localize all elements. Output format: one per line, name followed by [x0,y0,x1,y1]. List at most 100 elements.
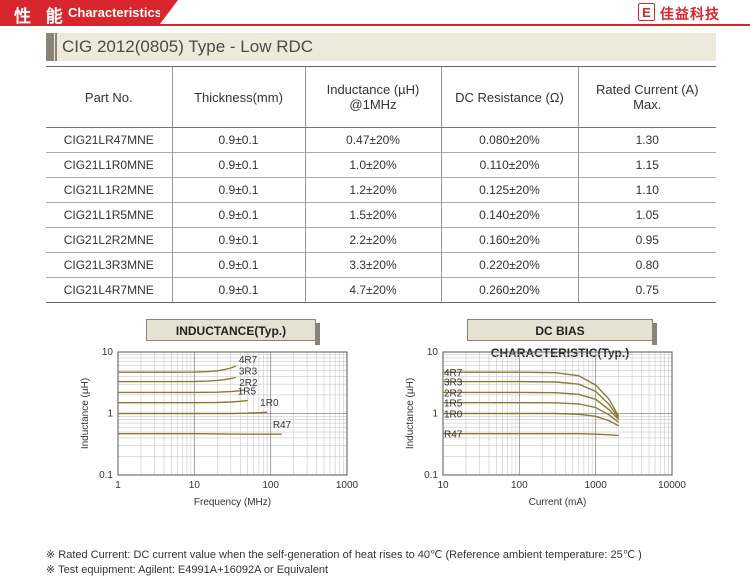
cell-inductance: 1.0±20% [304,152,441,178]
y-tick-label: 0.1 [99,470,113,481]
note-test-equipment: ※ Test equipment: Agilent: E4991A+16092A… [46,564,329,576]
table-row: CIG21L4R7MNE 0.9±0.1 4.7±20% 0.260±20% 0.75 [46,277,716,303]
table-row: CIG21L1R0MNE 0.9±0.1 1.0±20% 0.110±20% 1.15 [46,152,716,178]
series-label-1r5: 1R5 [238,387,257,398]
cell-dc-resistance: 0.080±20% [440,127,578,153]
cell-part-no: CIG21L2R2MNE [46,227,172,253]
cell-inductance: 3.3±20% [304,252,441,278]
series-label-1r5: 1R5 [444,399,463,410]
cell-inductance: 4.7±20% [304,277,441,303]
x-tick-label: 100 [511,480,528,491]
y-tick-label: 1 [432,409,438,420]
section-title-cn: 性 能 [14,7,68,26]
series-label-4r7: 4R7 [444,368,463,379]
dc-bias-chart: 10 100 1000 10000 0.1 1 10 Current (mA) Inductan… [405,347,686,508]
col-header-inductance: Inductance (µH) @1MHz [304,66,441,128]
series-label-1r0: 1R0 [260,398,279,409]
cell-part-no: CIG21L4R7MNE [46,277,172,303]
series-label-3r3: 3R3 [444,378,463,389]
cell-thickness: 0.9±0.1 [171,177,305,203]
grip-bar [46,33,54,61]
cell-dc-resistance: 0.110±20% [440,152,578,178]
cell-part-no: CIG21L1R2MNE [46,177,172,203]
table-row: CIG21LR47MNE 0.9±0.1 0.47±20% 0.080±20% 1.30 [46,127,716,153]
cell-thickness: 0.9±0.1 [171,202,305,228]
table-row: CIG21L1R5MNE 0.9±0.1 1.5±20% 0.140±20% 1.05 [46,202,716,228]
x-tick-label: 1 [115,480,121,491]
series-line-2r2 [443,391,620,420]
table-row: CIG21L3R3MNE 0.9±0.1 3.3±20% 0.220±20% 0.80 [46,252,716,278]
series-label-2r2: 2R2 [444,388,463,399]
col-header-part-no: Part No. [46,66,172,128]
series-line-3r3 [118,376,237,383]
logo-text: 佳益科技 [660,6,720,22]
x-tick-label: 10000 [658,480,686,491]
tab-corner [160,0,178,24]
cell-rated-current: 1.05 [577,202,716,228]
series-label-1r0: 1R0 [444,410,463,421]
cell-thickness: 0.9±0.1 [171,127,305,153]
cell-part-no: CIG21L3R3MNE [46,252,172,278]
y-tick-label: 10 [102,347,114,358]
x-axis-label: Frequency (MHz) [194,497,271,508]
y-tick-label: 0.1 [424,470,438,481]
y-axis-label: Inductance (µH) [405,378,416,449]
cell-inductance: 2.2±20% [304,227,441,253]
inductance-chart-title: INDUCTANCE(Typ.) [146,319,320,345]
logo-icon: E [638,3,655,21]
series-line-r47 [443,432,619,437]
cell-inductance: 1.5±20% [304,202,441,228]
y-tick-label: 10 [427,347,439,358]
x-axis-label: Current (mA) [529,497,587,508]
type-title: CIG 2012(0805) Type - Low RDC [62,37,314,56]
x-tick-label: 10 [189,480,201,491]
series-label-4r7: 4R7 [239,355,258,366]
cell-rated-current: 0.80 [577,252,716,278]
series-line-4r7 [118,365,237,373]
header-rule [0,24,750,26]
section-title-en: Characteristics [68,5,162,20]
dc-bias-chart-title: DC BIAS CHARACTERISTIC(Typ.) [467,319,657,360]
cell-part-no: CIG21LR47MNE [46,127,172,153]
cell-part-no: CIG21L1R0MNE [46,152,172,178]
cell-rated-current: 1.30 [577,127,716,153]
series-line-3r3 [443,380,620,419]
series-line-2r2 [118,389,245,394]
cell-rated-current: 1.10 [577,177,716,203]
table-row: CIG21L2R2MNE 0.9±0.1 2.2±20% 0.160±20% 0.95 [46,227,716,253]
series-line-4r7 [443,371,620,417]
section-tab: 性 能 Characteristics [0,0,162,26]
table-row: CIG21L1R2MNE 0.9±0.1 1.2±20% 0.125±20% 1.10 [46,177,716,203]
series-line-1r5 [443,402,620,423]
col-header-dc-resistance: DC Resistance (Ω) [440,66,578,128]
y-axis-label: Inductance (µH) [80,378,91,449]
spec-table: Part No. Thickness(mm) Inductance (µH) @1… [46,66,716,303]
header-bar: 性 能 Characteristics E 佳益科技 [0,0,750,26]
x-tick-label: 1000 [585,480,608,491]
grip-line [55,33,57,61]
cell-dc-resistance: 0.125±20% [440,177,578,203]
cell-thickness: 0.9±0.1 [171,277,305,303]
cell-dc-resistance: 0.260±20% [440,277,578,303]
y-tick-label: 1 [107,409,113,420]
series-label-r47: R47 [273,420,292,431]
series-line-1r0 [118,411,268,415]
cell-inductance: 0.47±20% [304,127,441,153]
x-tick-label: 1000 [336,480,359,491]
series-label-2r2: 2R2 [239,378,258,389]
note-rated-current: ※ Rated Current: DC current value when t… [46,549,642,561]
x-tick-label: 100 [262,480,279,491]
x-tick-label: 10 [437,480,449,491]
cell-thickness: 0.9±0.1 [171,227,305,253]
cell-dc-resistance: 0.160±20% [440,227,578,253]
col-header-rated-current: Rated Current (A) Max. [577,66,716,128]
series-label-r47: R47 [444,430,463,441]
cell-part-no: CIG21L1R5MNE [46,202,172,228]
type-title-bar: CIG 2012(0805) Type - Low RDC [46,33,716,61]
cell-rated-current: 0.75 [577,277,716,303]
cell-dc-resistance: 0.220±20% [440,252,578,278]
series-line-r47 [118,432,282,435]
col-header-thickness: Thickness(mm) [171,66,305,128]
cell-rated-current: 0.95 [577,227,716,253]
